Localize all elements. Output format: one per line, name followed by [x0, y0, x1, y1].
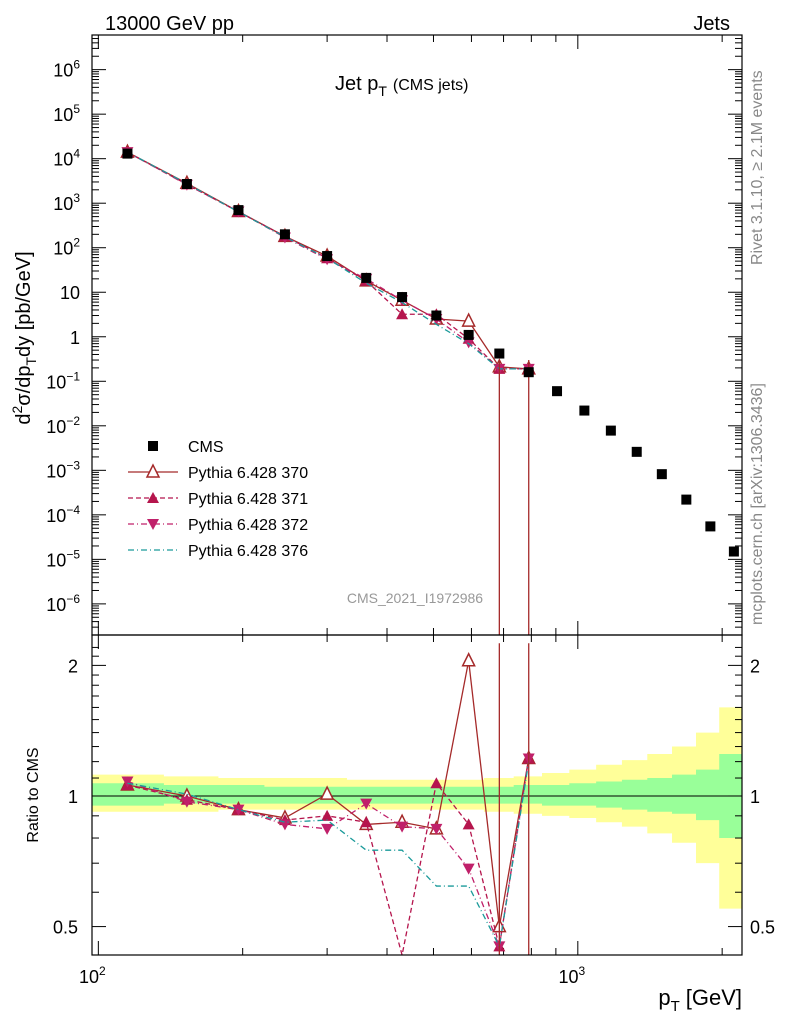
y-tick-label: 10 — [60, 283, 80, 303]
y-tick-label: 10−5 — [46, 547, 80, 570]
main-series-point — [396, 308, 409, 320]
ratio-series-point — [319, 785, 335, 800]
analysis-watermark: CMS_2021_I1972986 — [347, 590, 483, 606]
main-series-point — [461, 312, 476, 327]
y-tick-label: 105 — [53, 102, 80, 125]
legend: CMS Pythia 6.428 370 Pythia 6.428 371 Pythi… — [128, 439, 308, 560]
cms-data-point — [552, 386, 563, 397]
cms-data-point — [181, 178, 192, 189]
main-y-axis-label: d2σ/dpTdy [pb/GeV] — [9, 251, 39, 424]
ratio-plot: Ratio to CMS pT [GeV] — [25, 634, 743, 1015]
y-tick-label: 10−4 — [46, 503, 80, 526]
legend-label: CMS — [188, 439, 224, 456]
legend-marker — [147, 519, 159, 530]
y-tick-label: 106 — [53, 58, 80, 81]
ratio-series-point — [180, 796, 193, 808]
legend-label: Pythia 6.428 376 — [188, 543, 308, 560]
cms-data-point — [681, 494, 692, 505]
legend-marker — [147, 492, 159, 503]
legend-label: Pythia 6.428 371 — [188, 491, 308, 508]
ratio-series-point — [430, 777, 443, 789]
legend-marker — [145, 463, 161, 478]
header-right: Jets — [693, 13, 730, 35]
ratio-y-axis-label: Ratio to CMS — [25, 747, 42, 842]
cms-data-point — [656, 469, 667, 480]
cms-data-point — [322, 251, 333, 262]
rivet-version-label: Rivet 3.1.10, ≥ 2.1M events — [749, 70, 766, 265]
ratio-y-tick-label-right: 0.5 — [750, 918, 775, 938]
y-tick-label: 10−6 — [46, 592, 80, 615]
cms-data-point — [523, 367, 534, 378]
ratio-series-point — [360, 798, 373, 810]
ratio-series-point — [321, 823, 334, 835]
ratio-series-point — [121, 776, 134, 788]
ratio-y-tick-label-left: 2 — [68, 656, 78, 676]
cms-data-point — [494, 348, 505, 359]
legend-label: Pythia 6.428 372 — [188, 517, 308, 534]
main-series-point — [462, 337, 475, 349]
y-tick-label: 102 — [53, 236, 80, 259]
y-tick-label: 1 — [70, 328, 80, 348]
ratio-plot-marks — [92, 635, 742, 956]
cms-data-point — [361, 272, 372, 283]
ratio-y-tick-label-left: 1 — [68, 787, 78, 807]
main-plot: Jet pT (CMS jets) CMS_2021_I1972986 d2σ/d… — [9, 34, 743, 636]
x-axis-label: pT [GeV] — [658, 985, 742, 1015]
main-title: Jet pT (CMS jets) — [335, 73, 468, 99]
ratio-y-tick-label-left: 0.5 — [53, 918, 78, 938]
cms-data-point — [233, 205, 244, 216]
cms-data-point — [397, 292, 408, 303]
ratio-series-point — [462, 818, 475, 830]
main-plot-marks — [92, 34, 742, 636]
x-tick-label: 103 — [558, 964, 585, 987]
cms-data-point — [605, 425, 616, 436]
legend-label: Pythia 6.428 370 — [188, 465, 308, 482]
cms-data-point — [431, 310, 442, 321]
ratio-series-point — [461, 652, 476, 667]
y-tick-label: 104 — [53, 147, 80, 170]
ratio-series-point — [232, 804, 245, 816]
cms-data-point — [122, 148, 133, 159]
y-tick-label: 10−2 — [46, 414, 80, 437]
ratio-y-tick-label-right: 1 — [750, 787, 760, 807]
x-tick-label: 102 — [79, 964, 106, 987]
ratio-series-line — [127, 761, 530, 949]
y-tick-label: 103 — [53, 191, 80, 214]
y-tick-label: 10−1 — [46, 369, 80, 392]
mcplots-reference-label: mcplots.cern.ch [arXiv:1306.3436] — [749, 383, 766, 625]
main-series-line — [127, 151, 529, 370]
ratio-series-point — [321, 809, 334, 821]
ratio-plot-frame — [91, 634, 743, 956]
ratio-series-point — [396, 821, 409, 833]
header-left: 13000 GeV pp — [105, 13, 234, 35]
uncertainty-band-outer — [92, 707, 742, 909]
cms-data-point — [579, 405, 590, 416]
y-tick-label: 10−3 — [46, 458, 80, 481]
cms-data-point — [728, 546, 739, 557]
legend-marker — [148, 441, 158, 451]
ratio-series-point — [360, 816, 373, 828]
cms-data-point — [705, 521, 716, 532]
cms-data-point — [279, 229, 290, 240]
cms-data-point — [463, 329, 474, 340]
ratio-series-point — [462, 863, 475, 875]
ratio-y-tick-label-right: 2 — [750, 656, 760, 676]
cms-data-point — [631, 446, 642, 457]
ratio-series-point — [430, 823, 443, 835]
